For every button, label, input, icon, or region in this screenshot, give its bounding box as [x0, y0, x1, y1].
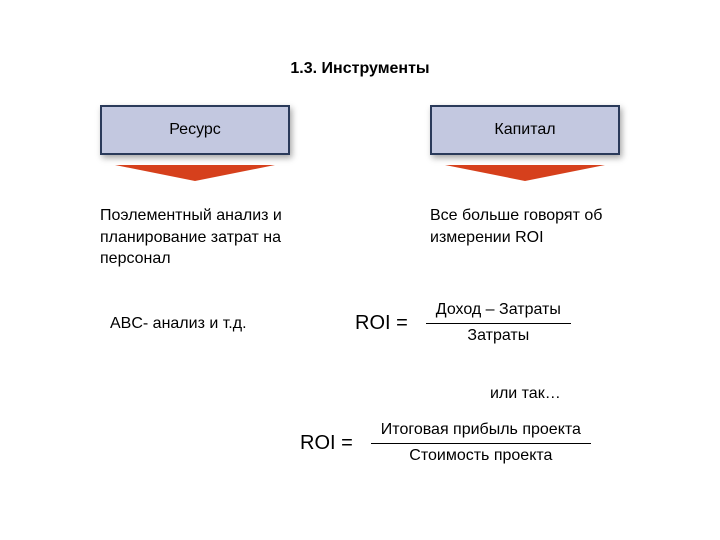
- formula-numerator: Доход – Затраты: [426, 300, 571, 323]
- left-description: Поэлементный анализ и планирование затра…: [100, 205, 330, 270]
- formula-fraction: Доход – Затраты Затраты: [426, 300, 571, 347]
- roi-formula-2: ROI = Итоговая прибыль проекта Стоимость…: [300, 420, 591, 467]
- capital-box-label: Капитал: [494, 121, 555, 138]
- arrow-down-icon: [445, 165, 605, 181]
- arrow-down-icon: [115, 165, 275, 181]
- formula-lhs: ROI =: [355, 312, 408, 335]
- or-so-text: или так…: [490, 385, 561, 403]
- formula-lhs: ROI =: [300, 432, 353, 455]
- slide-title: 1.3. Инструменты: [0, 60, 720, 78]
- formula-fraction: Итоговая прибыль проекта Стоимость проек…: [371, 420, 591, 467]
- resource-box: Ресурс: [100, 105, 290, 155]
- roi-formula-1: ROI = Доход – Затраты Затраты: [355, 300, 571, 347]
- formula-denominator: Затраты: [457, 324, 539, 347]
- abc-analysis-text: ABC- анализ и т.д.: [110, 315, 247, 333]
- formula-numerator: Итоговая прибыль проекта: [371, 420, 591, 443]
- resource-box-label: Ресурс: [169, 121, 221, 138]
- capital-box: Капитал: [430, 105, 620, 155]
- right-description: Все больше говорят об измерении ROI: [430, 205, 660, 248]
- formula-denominator: Стоимость проекта: [399, 444, 562, 467]
